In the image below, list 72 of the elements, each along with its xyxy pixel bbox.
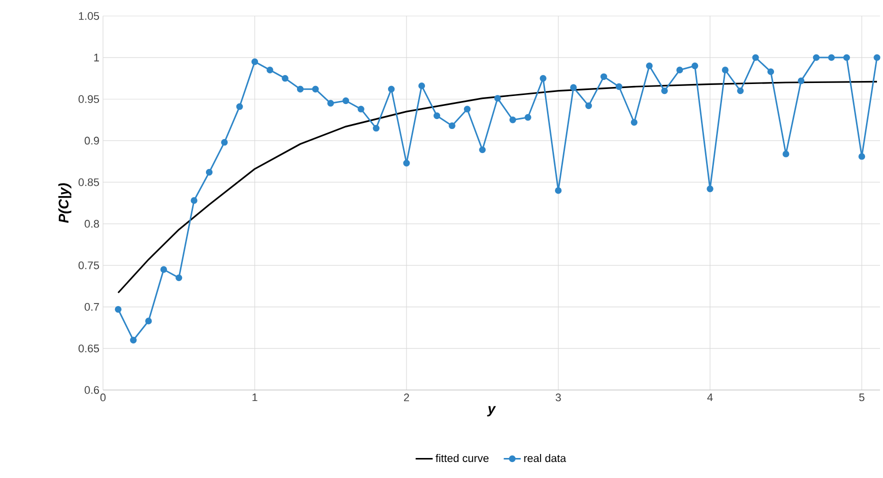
x-tick-label: 4 <box>707 394 713 402</box>
point <box>372 124 380 132</box>
point <box>540 74 546 82</box>
x-axis-title: y <box>487 406 496 416</box>
point <box>266 66 274 74</box>
y-tick-label: 0.85 <box>78 178 100 186</box>
point <box>221 138 228 146</box>
point <box>464 106 471 112</box>
point <box>646 62 653 70</box>
point <box>722 66 729 74</box>
y-tick-label: 0.8 <box>84 220 99 228</box>
point <box>388 86 395 92</box>
legend-label: fitted curve <box>436 454 489 462</box>
point <box>752 54 759 61</box>
point <box>767 68 774 76</box>
point <box>342 97 350 104</box>
x-tick-label: 0 <box>100 394 106 402</box>
point <box>812 54 820 61</box>
point <box>479 146 486 154</box>
point <box>828 54 835 61</box>
point <box>661 87 668 94</box>
y-tick-label: 0.9 <box>84 136 99 145</box>
point <box>296 86 304 92</box>
point <box>782 150 790 158</box>
point <box>251 58 258 66</box>
point <box>692 62 698 70</box>
legend-label: real data <box>524 454 566 462</box>
point <box>600 73 608 80</box>
x-tick-label: 3 <box>556 394 561 402</box>
y-tick-label: 0.6 <box>84 386 99 394</box>
point <box>176 274 182 282</box>
y-axis-title: P(C|y) <box>58 183 72 223</box>
point <box>737 87 744 94</box>
point <box>327 100 334 107</box>
y-tick-label: 0.75 <box>78 261 100 270</box>
point <box>706 186 714 192</box>
line-series <box>117 80 878 294</box>
point <box>798 77 804 84</box>
point <box>145 318 152 324</box>
point <box>130 336 137 344</box>
y-tick-label: 1.05 <box>78 12 100 20</box>
point <box>554 187 562 194</box>
x-tick-label: 5 <box>859 394 864 402</box>
point <box>403 160 410 166</box>
point <box>418 82 426 90</box>
x-tick-label: 2 <box>404 394 410 402</box>
point <box>190 197 198 204</box>
point <box>570 84 577 91</box>
point <box>524 114 532 121</box>
point <box>874 54 880 61</box>
point <box>494 94 501 102</box>
y-tick-label: 0.7 <box>84 303 99 311</box>
x-tick-label: 1 <box>252 394 258 402</box>
point <box>236 103 243 110</box>
point <box>843 54 850 61</box>
y-tick-label: 0.65 <box>78 344 100 352</box>
point <box>676 66 684 74</box>
point <box>509 116 516 124</box>
point <box>312 86 319 92</box>
y-tick-label: 0.95 <box>78 95 100 103</box>
point <box>358 106 364 112</box>
point <box>585 102 592 110</box>
point <box>434 112 440 120</box>
point <box>206 168 213 176</box>
y-tick-label: 1 <box>94 54 99 62</box>
point <box>160 266 168 273</box>
point <box>114 306 122 313</box>
point <box>616 83 622 90</box>
point <box>448 122 456 130</box>
point <box>630 119 638 126</box>
point <box>282 74 288 82</box>
point <box>858 153 866 160</box>
